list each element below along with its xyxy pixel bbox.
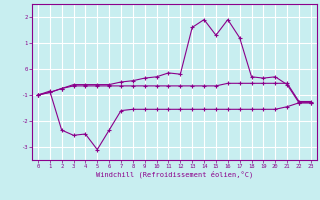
X-axis label: Windchill (Refroidissement éolien,°C): Windchill (Refroidissement éolien,°C)	[96, 171, 253, 178]
